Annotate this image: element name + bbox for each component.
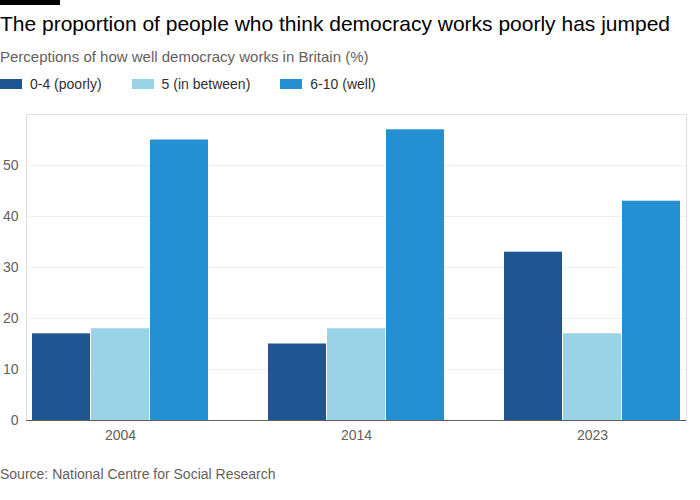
svg-text:50: 50 [3,157,19,173]
html-text:Perceptions of how well democr: Perceptions of how well democracy works … [0,48,369,65]
svg-text:10: 10 [3,361,19,377]
svg-text:0: 0 [11,412,19,428]
svg-text:2023: 2023 [577,427,608,443]
svg-text:2004: 2004 [105,427,136,443]
svg-text:40: 40 [3,208,19,224]
html-text:The proportion of people who t: The proportion of people who think democ… [0,12,670,35]
html-text:0-4 (poorly): 0-4 (poorly) [30,76,102,92]
html-text:5 (in between): 5 (in between) [161,76,251,92]
svg-text:30: 30 [3,259,19,275]
html-text:Source: National Centre for So: Source: National Centre for Social Resea… [0,466,276,482]
html-text:6-10 (well): 6-10 (well) [310,76,376,92]
svg-text:2014: 2014 [341,427,372,443]
svg-text:20: 20 [3,310,19,326]
